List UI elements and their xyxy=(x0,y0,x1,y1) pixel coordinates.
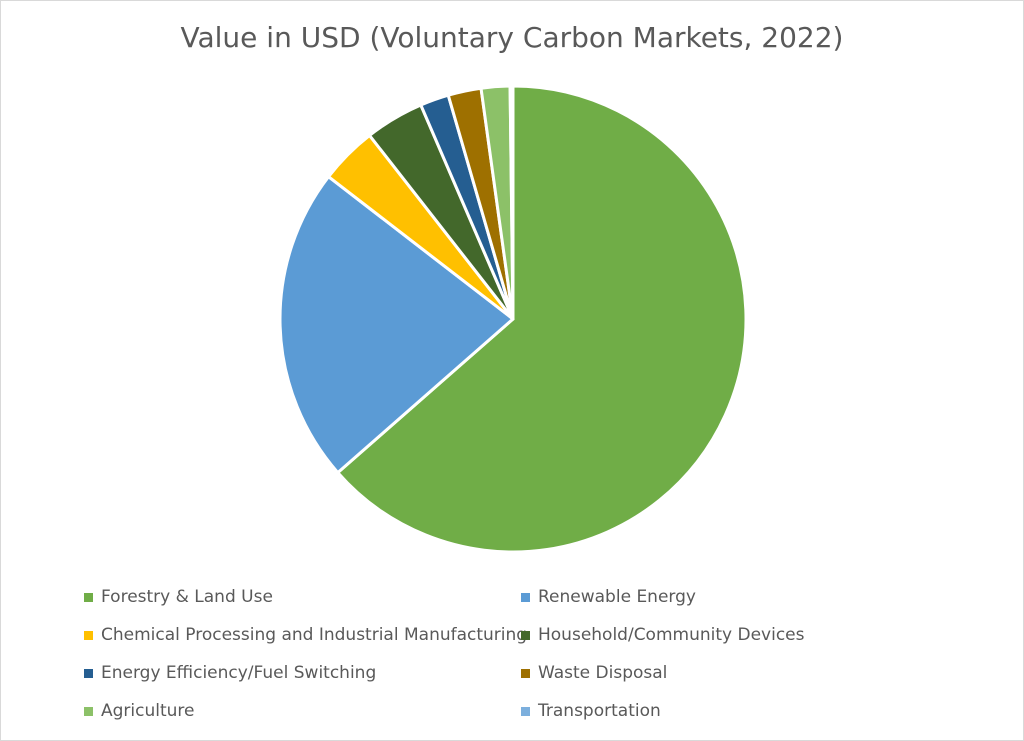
legend-item-energy-efficiency-fuel-switching: Energy Efficiency/Fuel Switching xyxy=(84,663,376,683)
legend-label: Waste Disposal xyxy=(538,663,668,683)
pie-slice-forestry-land-use xyxy=(336,84,748,554)
legend-label: Transportation xyxy=(538,701,661,721)
chart-title: Value in USD (Voluntary Carbon Markets, … xyxy=(180,21,844,54)
legend-label: Renewable Energy xyxy=(538,587,696,607)
legend-label: Household/Community Devices xyxy=(538,625,805,645)
legend-label: Chemical Processing and Industrial Manuf… xyxy=(101,625,528,645)
legend-swatch xyxy=(84,706,93,716)
legend-item-agriculture: Agriculture xyxy=(84,701,195,721)
legend-item-household-community-devices: Household/Community Devices xyxy=(521,625,804,645)
pie-chart xyxy=(278,84,748,554)
legend: Forestry & Land Use Renewable Energy Chemi… xyxy=(1,578,1023,728)
legend-label: Energy Efficiency/Fuel Switching xyxy=(101,663,377,683)
legend-item-renewable-energy: Renewable Energy xyxy=(521,587,696,607)
legend-swatch xyxy=(84,630,93,640)
legend-swatch xyxy=(84,668,93,678)
legend-item-chemical-processing-and-industrial-manufacturing: Chemical Processing and Industrial Manuf… xyxy=(84,625,527,645)
legend-label: Agriculture xyxy=(101,701,195,721)
legend-item-transportation: Transportation xyxy=(521,701,661,721)
legend-swatch xyxy=(521,592,530,602)
legend-item-forestry-land-use: Forestry & Land Use xyxy=(84,587,273,607)
pie-slice-transportation xyxy=(508,84,515,321)
legend-label: Forestry & Land Use xyxy=(101,587,273,607)
legend-swatch xyxy=(521,630,530,640)
legend-swatch xyxy=(521,668,530,678)
legend-swatch xyxy=(521,706,530,716)
legend-item-waste-disposal: Waste Disposal xyxy=(521,663,667,683)
pie-slice-renewable-energy xyxy=(278,175,515,475)
legend-swatch xyxy=(84,592,93,602)
